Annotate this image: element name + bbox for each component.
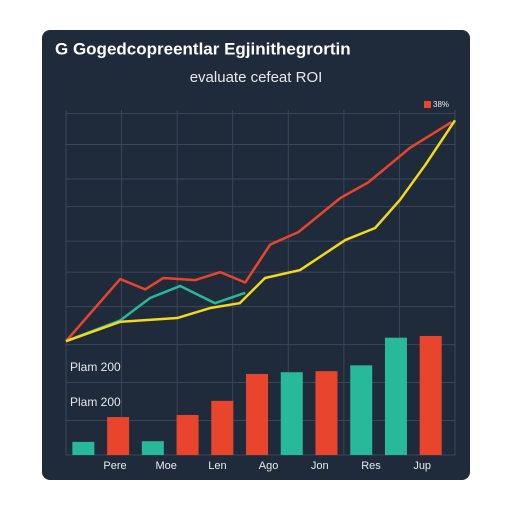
bar xyxy=(72,441,95,455)
x-tick-label: Jup xyxy=(413,460,431,472)
line xyxy=(65,119,457,343)
x-tick-label: Moe xyxy=(155,460,176,472)
bar xyxy=(141,441,164,455)
bar xyxy=(419,335,442,455)
x-tick-label: Res xyxy=(361,460,381,472)
bar xyxy=(384,337,407,455)
bar xyxy=(315,371,338,455)
chart-title: G Gogedcopreentlar Egjinithegrortin xyxy=(55,39,351,58)
x-tick-label: Len xyxy=(208,460,226,472)
x-tick-label: Pere xyxy=(103,460,126,472)
x-tick-label: Jon xyxy=(311,460,329,472)
annotation: Plam 200 xyxy=(70,360,121,374)
bar xyxy=(246,373,269,455)
bar xyxy=(176,414,199,455)
legend-swatch xyxy=(424,101,431,108)
line xyxy=(65,121,453,342)
bar xyxy=(107,417,130,455)
legend-label: 38% xyxy=(433,100,449,109)
x-tick-label: Ago xyxy=(259,460,279,472)
bar xyxy=(350,365,373,455)
bar xyxy=(280,372,303,455)
chart-subtitle: evaluate cefeat ROI xyxy=(190,69,323,86)
bar xyxy=(211,400,234,455)
annotation: Plam 200 xyxy=(70,395,121,409)
